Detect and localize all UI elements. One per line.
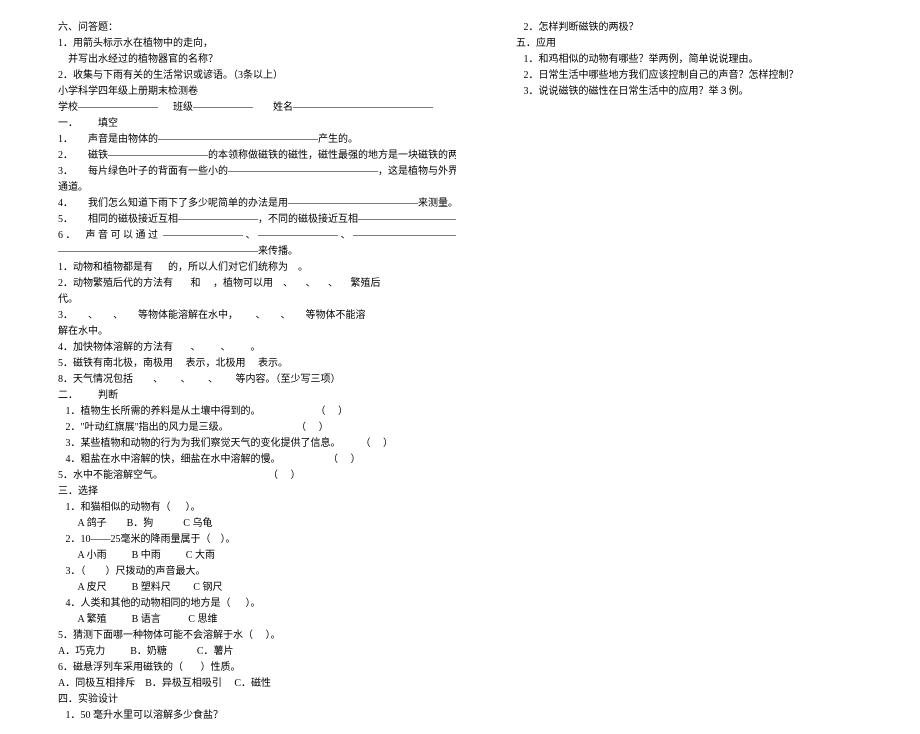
s1-5: 5． 相同的磁极接近互相————————，不同的磁极接近互相——————————… [58,212,456,228]
s1-a3b: 解在水中。 [58,324,456,340]
s3-6: 6．磁悬浮列车采用磁铁的（ ）性质。 [58,660,456,676]
q6-2: 2．收集与下雨有关的生活常识或谚语。（3条以上） [58,68,456,84]
s2-4: 4．粗盐在水中溶解的快，细盐在水中溶解的慢。 （ ） [58,452,456,468]
s1-6: 6 ． 声 音 可 以 通 过 ———————— 、 ———————— 、 ——… [58,228,456,244]
s1-a4: 4．加快物体溶解的方法有 、 、 。 [58,340,456,356]
s5-3: 3．说说磁铁的磁性在日常生活中的应用？举３例。 [516,84,876,100]
s2-5: 5．水中不能溶解空气。 （ ） [58,468,456,484]
s3-1opt: A 鸽子 B．狗 C 乌龟 [58,516,456,532]
s2-1: 1．植物生长所需的养料是从土壤中得到的。 （ ） [58,404,456,420]
s3-1: 1．和猫相似的动物有（ ）。 [58,500,456,516]
s1-4: 4． 我们怎么知道下雨下了多少呢简单的办法是用—————————————来测量。 [58,196,456,212]
r4-2: 2．怎样判断磁铁的两极？ [516,20,876,36]
q6-head: 六、问答题： [58,20,456,36]
head-line: 学校———————— 班级—————— 姓名—————————————— [58,100,456,116]
s3-5: 5．猜测下面哪一种物体可能不会溶解于水（ ）。 [58,628,456,644]
s1-6b: ————————————————————来传播。 [58,244,456,260]
q6-1: 1．用箭头标示水在植物中的走向， [58,36,456,52]
s1-a3: 3． 、 、 等物体能溶解在水中， 、 、 等物体不能溶 [58,308,456,324]
s1-a8: 8．天气情况包括 、 、 、 等内容。（至少写三项） [58,372,456,388]
s1-head: 一． 填空 [58,116,456,132]
s3-4: 4．人类和其他的动物相同的地方是（ ）。 [58,596,456,612]
s2-head: 二． 判断 [58,388,456,404]
s3-4opt: A 繁殖 B 语言 C 思维 [58,612,456,628]
s3-head: 三．选择 [58,484,456,500]
s5-1: 1．和鸡相似的动物有哪些？举两例，简单说说理由。 [516,52,876,68]
right-column: 2．怎样判断磁铁的两极？ 五．应用 1．和鸡相似的动物有哪些？举两例，简单说说理… [476,20,876,724]
s1-3b: 通道。 [58,180,456,196]
s1-a2: 2．动物繁殖后代的方法有 和 ，植物可以用 、 、 、 繁殖后 [58,276,456,292]
s5-2: 2．日常生活中哪些地方我们应该控制自己的声音？怎样控制？ [516,68,876,84]
s1-a5: 5．磁铁有南北极，南极用 表示，北极用 表示。 [58,356,456,372]
s2-3: 3．某些植物和动物的行为为我们察觉天气的变化提供了信息。 （ ） [58,436,456,452]
s3-6opt: A．同极互相排斥 B．异极互相吸引 C．磁性 [58,676,456,692]
left-column: 六、问答题： 1．用箭头标示水在植物中的走向， 并写出水经过的植物器官的名称？ … [58,20,476,724]
s1-2: 2． 磁铁——————————的本领称做磁铁的磁性，磁性最强的地方是一块磁铁的两… [58,148,456,164]
s2-2: 2．"叶动红旗展"指出的风力是三级。 （ ） [58,420,456,436]
s1-a1: 1．动物和植物都是有 的，所以人们对它们统称为 。 [58,260,456,276]
s3-3: 3．（ ）尺拨动的声音最大。 [58,564,456,580]
s4-head: 四．实验设计 [58,692,456,708]
s3-2: 2．10——25毫米的降雨量属于（ ）。 [58,532,456,548]
q6-1b: 并写出水经过的植物器官的名称？ [58,52,456,68]
s1-a2b: 代。 [58,292,456,308]
title: 小学科学四年级上册期末检测卷 [58,84,456,100]
s3-5opt: A．巧克力 B．奶糖 C．薯片 [58,644,456,660]
s1-1: 1． 声音是由物体的————————————————产生的。 [58,132,456,148]
s5-head: 五．应用 [516,36,876,52]
s3-2opt: A 小雨 B 中雨 C 大雨 [58,548,456,564]
s3-3opt: A 皮尺 B 塑料尺 C 钢尺 [58,580,456,596]
s1-3: 3． 每片绿色叶子的背面有一些小的———————————————，这是植物与外界… [58,164,456,180]
s4-1: 1．50 毫升水里可以溶解多少食盐？ [58,708,456,724]
